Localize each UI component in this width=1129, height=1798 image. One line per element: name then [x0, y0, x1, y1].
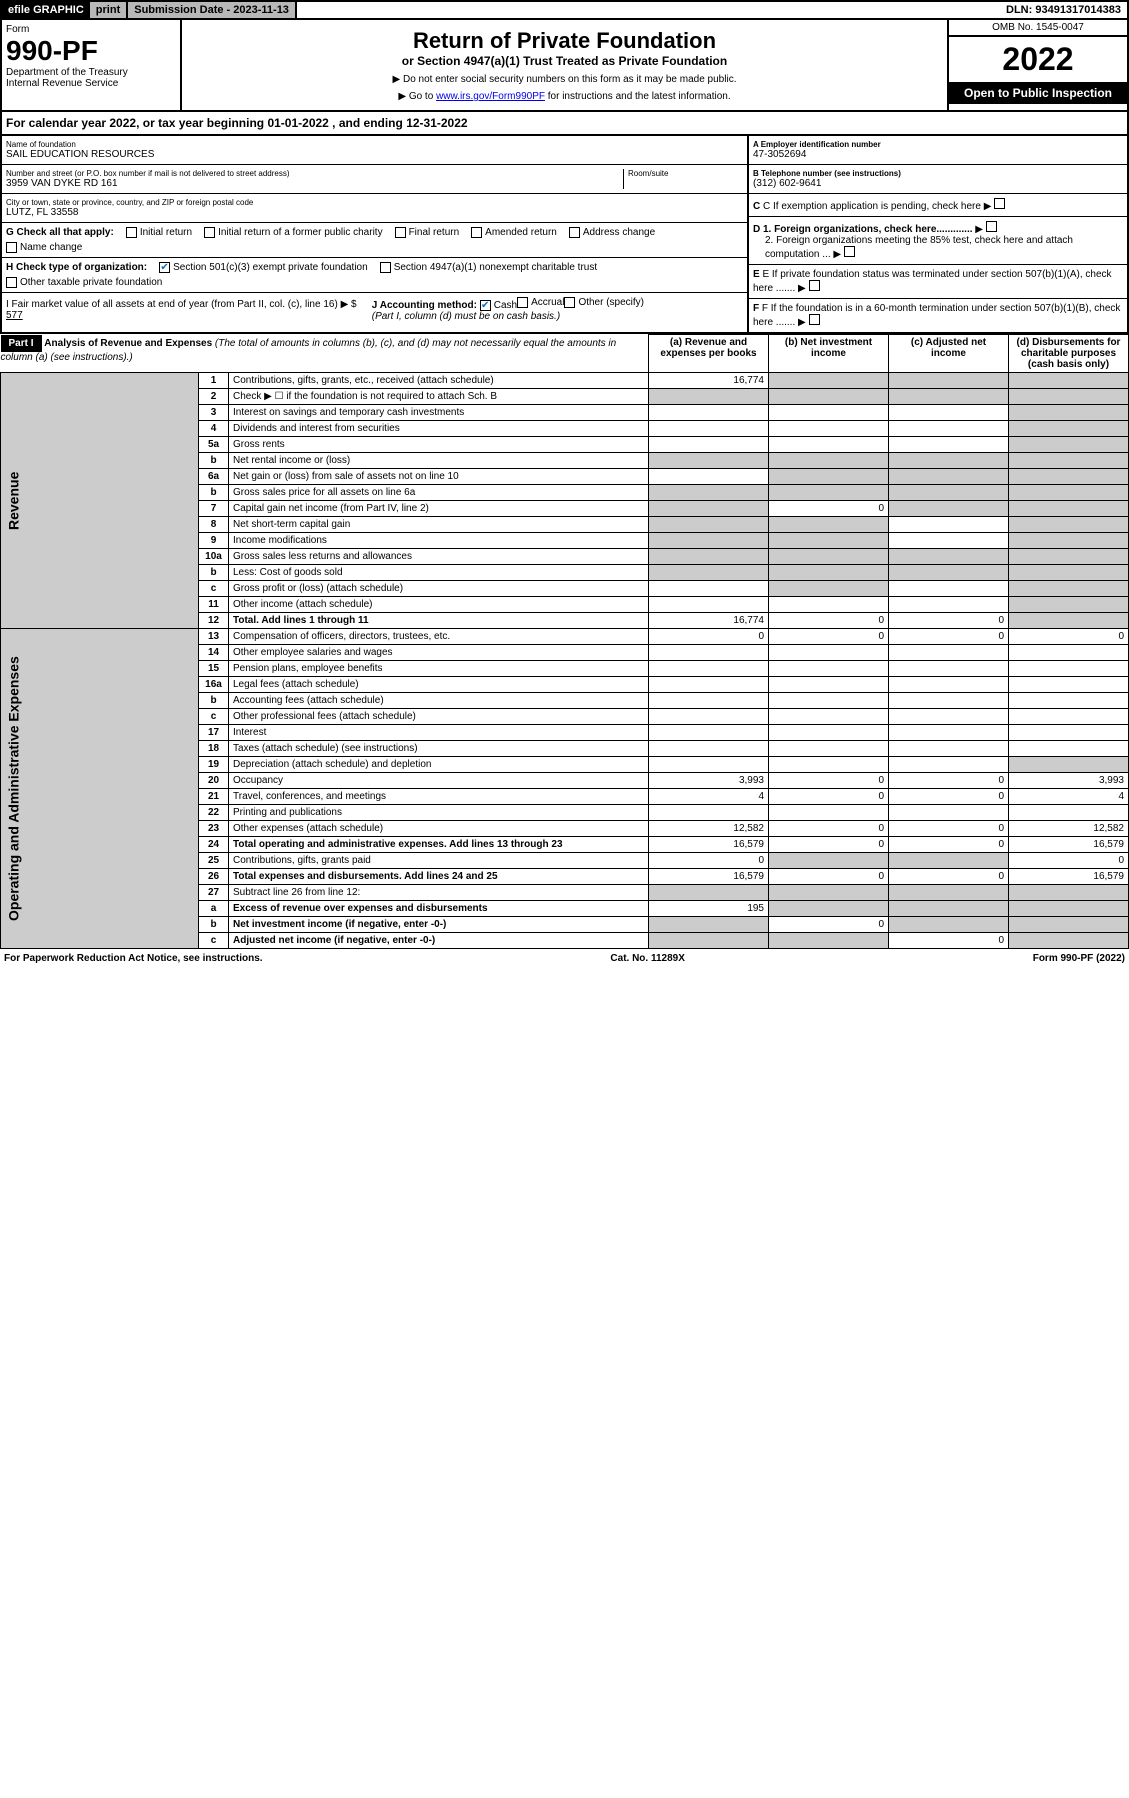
dept: Department of the Treasury	[6, 67, 176, 78]
form-label: Form	[6, 24, 176, 35]
col-a: (a) Revenue and expenses per books	[649, 335, 769, 373]
calendar-year: For calendar year 2022, or tax year begi…	[0, 112, 1129, 136]
h-check-row: H Check type of organization: ✔ Section …	[2, 258, 747, 293]
foundation-name: SAIL EDUCATION RESOURCES	[6, 149, 743, 160]
table-row: Operating and Administrative Expenses13C…	[1, 629, 1129, 645]
checkbox-initial-return-of-a-former-public-charity[interactable]: Initial return of a former public charit…	[204, 227, 383, 238]
checkbox-name-change[interactable]: Name change	[6, 242, 82, 253]
dln: DLN: 93491317014383	[1000, 2, 1127, 18]
checkbox-initial-return[interactable]: Initial return	[126, 227, 192, 238]
addr-label: Number and street (or P.O. box number if…	[6, 169, 623, 178]
checkbox-accrual[interactable]: Accrual	[517, 297, 564, 308]
part1-table: Part I Analysis of Revenue and Expenses …	[0, 334, 1129, 949]
ein: 47-3052694	[753, 149, 1123, 160]
instr-2-pre: ▶ Go to	[398, 91, 436, 102]
checkbox-other-taxable-private-foundation[interactable]: Other taxable private foundation	[6, 277, 162, 288]
g-check-row: G Check all that apply: Initial return I…	[2, 223, 747, 258]
col-c: (c) Adjusted net income	[889, 335, 1009, 373]
checkbox-section-501-c-3-exempt-private-foundation[interactable]: ✔ Section 501(c)(3) exempt private found…	[159, 262, 368, 273]
telephone: (312) 602-9641	[753, 178, 1123, 189]
checkbox-final-return[interactable]: Final return	[395, 227, 460, 238]
room-label: Room/suite	[628, 169, 743, 178]
part1-title: Analysis of Revenue and Expenses	[44, 338, 212, 349]
col-d: (d) Disbursements for charitable purpose…	[1009, 335, 1129, 373]
submission-date: Submission Date - 2023-11-13	[126, 2, 297, 18]
table-row: Revenue1Contributions, gifts, grants, et…	[1, 373, 1129, 389]
form-title: Return of Private Foundation	[190, 28, 939, 54]
name-label: Name of foundation	[6, 140, 743, 149]
form-header: Form 990-PF Department of the Treasury I…	[0, 20, 1129, 112]
footer: For Paperwork Reduction Act Notice, see …	[0, 949, 1129, 968]
checkbox-address-change[interactable]: Address change	[569, 227, 655, 238]
i-label: I Fair market value of all assets at end…	[6, 299, 357, 310]
checkbox-amended-return[interactable]: Amended return	[471, 227, 557, 238]
checkbox-section-4947-a-1-nonexempt-charitable-trust[interactable]: Section 4947(a)(1) nonexempt charitable …	[380, 262, 597, 273]
city: LUTZ, FL 33558	[6, 207, 743, 218]
open-label: Open to Public Inspection	[949, 82, 1127, 104]
print-button[interactable]: print	[90, 2, 126, 18]
omb: OMB No. 1545-0047	[949, 20, 1127, 37]
footer-right: Form 990-PF (2022)	[1033, 953, 1125, 964]
tax-year: 2022	[949, 37, 1127, 82]
city-label: City or town, state or province, country…	[6, 198, 743, 207]
d-check: D 1. Foreign organizations, check here..…	[749, 217, 1127, 265]
irs: Internal Revenue Service	[6, 78, 176, 89]
form-subtitle: or Section 4947(a)(1) Trust Treated as P…	[190, 54, 939, 68]
col-b: (b) Net investment income	[769, 335, 889, 373]
e-check: E E If private foundation status was ter…	[749, 265, 1127, 299]
instr-2-post: for instructions and the latest informat…	[545, 91, 731, 102]
topbar: efile GRAPHIC print Submission Date - 20…	[0, 0, 1129, 20]
instr-1: ▶ Do not enter social security numbers o…	[190, 74, 939, 85]
info-block: Name of foundation SAIL EDUCATION RESOUR…	[0, 136, 1129, 334]
form-number: 990-PF	[6, 35, 176, 67]
i-value: 577	[6, 310, 23, 321]
part1-label: Part I	[1, 335, 42, 352]
ein-label: A Employer identification number	[753, 140, 1123, 149]
f-check: F F If the foundation is in a 60-month t…	[749, 299, 1127, 332]
tel-label: B Telephone number (see instructions)	[753, 169, 1123, 178]
address: 3959 VAN DYKE RD 161	[6, 178, 623, 189]
footer-mid: Cat. No. 11289X	[610, 953, 684, 964]
efile-button[interactable]: efile GRAPHIC	[2, 2, 90, 18]
c-check: C C If exemption application is pending,…	[749, 194, 1127, 217]
form-link[interactable]: www.irs.gov/Form990PF	[436, 91, 545, 102]
checkbox-cash[interactable]: ✔ Cash	[480, 300, 517, 311]
footer-left: For Paperwork Reduction Act Notice, see …	[4, 953, 263, 964]
checkbox-other-specify-[interactable]: Other (specify)	[564, 297, 644, 308]
